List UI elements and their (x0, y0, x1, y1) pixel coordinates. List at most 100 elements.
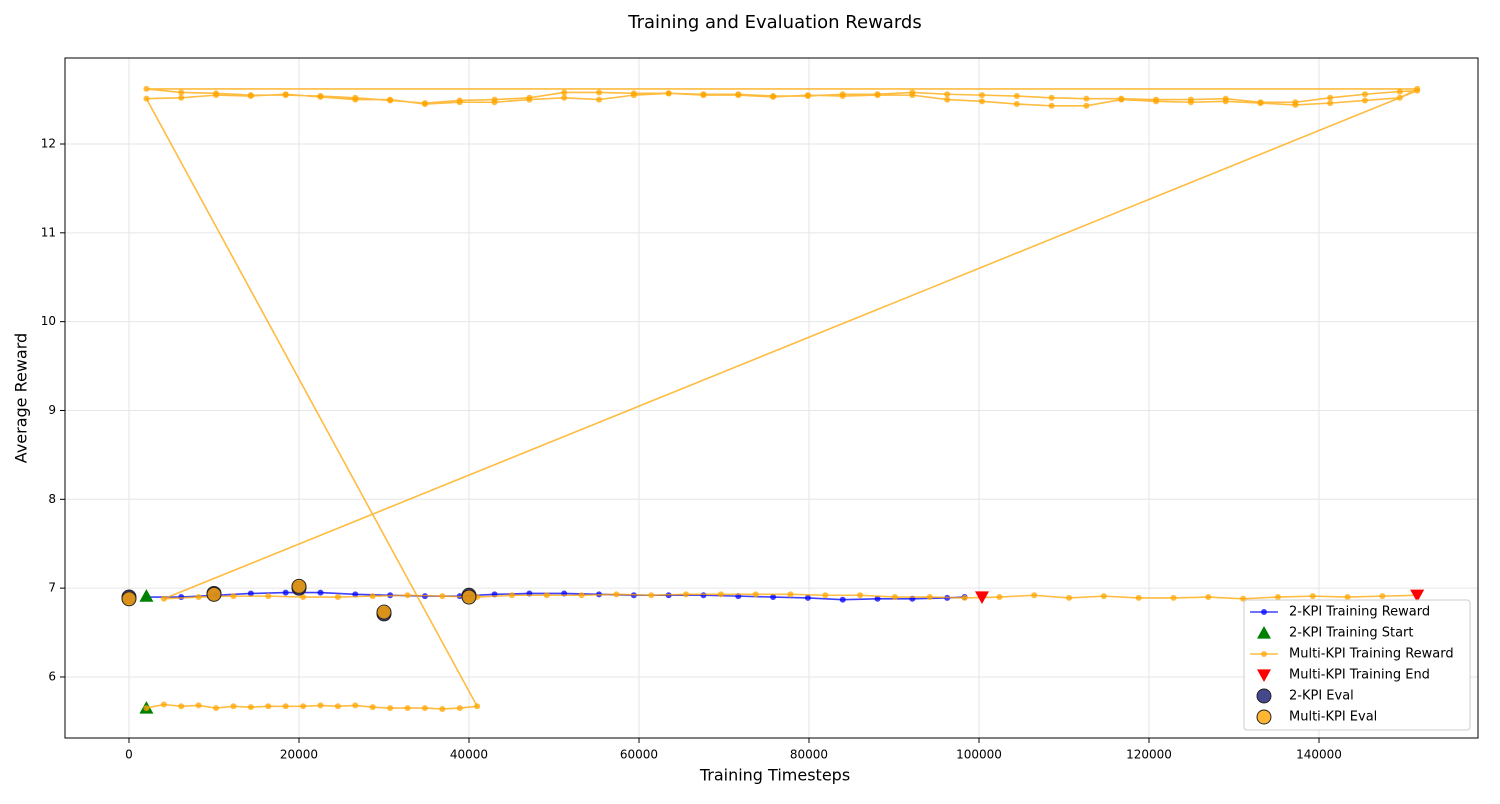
eval-marker (291, 578, 307, 594)
point (282, 92, 289, 99)
point (195, 702, 202, 709)
point (387, 705, 394, 712)
point (752, 591, 759, 598)
point (1327, 94, 1334, 101)
legend-label: Multi-KPI Training End (1289, 668, 1430, 683)
point (1013, 93, 1020, 100)
point (1274, 594, 1281, 601)
legend-marker (1257, 626, 1271, 639)
point (317, 702, 324, 709)
end-marker (974, 591, 989, 605)
x-tick-label: 100000 (956, 748, 1002, 762)
point (1170, 594, 1177, 601)
point (1066, 594, 1073, 601)
point (300, 703, 307, 710)
point (1361, 91, 1368, 98)
point (596, 96, 603, 103)
point (1048, 94, 1055, 101)
y-tick-label: 8 (48, 492, 56, 506)
point (1396, 94, 1403, 101)
point (369, 704, 376, 711)
point (421, 100, 428, 107)
point (247, 590, 254, 597)
legend-marker (1256, 688, 1272, 704)
point (1396, 88, 1403, 95)
point (352, 94, 359, 101)
point (822, 592, 829, 599)
point (944, 96, 951, 103)
legend-box (1243, 599, 1471, 731)
point (143, 85, 150, 92)
point (561, 89, 568, 96)
point (282, 589, 289, 596)
point (282, 703, 289, 710)
point (334, 703, 341, 710)
point (1292, 99, 1299, 106)
point (265, 593, 272, 600)
point (891, 594, 898, 601)
point (213, 705, 220, 712)
point (874, 91, 881, 98)
y-tick-label: 11 (41, 225, 56, 239)
point (1379, 593, 1386, 600)
point (334, 594, 341, 601)
x-tick-label: 20000 (280, 748, 318, 762)
point (596, 89, 603, 96)
point (230, 593, 237, 600)
point (421, 705, 428, 712)
start-marker (139, 589, 154, 602)
point (561, 94, 568, 101)
point (648, 592, 655, 599)
legend-marker (1257, 669, 1271, 682)
eval-marker (121, 591, 137, 607)
point (317, 589, 324, 596)
point (247, 92, 254, 99)
x-tick-label: 40000 (450, 748, 488, 762)
y-tick-label: 12 (41, 136, 56, 150)
point (439, 705, 446, 712)
point (456, 705, 463, 712)
y-tick-label: 7 (48, 581, 56, 595)
x-axis-label: Training Timesteps (699, 766, 850, 785)
point (1361, 97, 1368, 104)
point (700, 91, 707, 98)
point (1100, 593, 1107, 600)
point (1187, 96, 1194, 103)
point (474, 703, 481, 710)
point (839, 596, 846, 603)
point (1327, 100, 1334, 107)
y-tick-label: 10 (41, 314, 56, 328)
point (1257, 99, 1264, 106)
eval-marker (461, 589, 477, 605)
point (857, 592, 864, 599)
point (178, 703, 185, 710)
point (1013, 101, 1020, 108)
y-axis-label: Average Reward (12, 333, 31, 463)
point (717, 591, 724, 598)
legend-label: 2-KPI Training Reward (1289, 605, 1430, 620)
x-tick-label: 80000 (790, 748, 828, 762)
point (978, 98, 985, 105)
point (1135, 594, 1142, 601)
point (1048, 102, 1055, 109)
point (1414, 87, 1421, 94)
point (195, 594, 202, 601)
point (247, 704, 254, 711)
point (508, 592, 515, 599)
point (874, 595, 881, 602)
point (1205, 594, 1212, 601)
point (978, 92, 985, 99)
point (491, 96, 498, 103)
point (543, 592, 550, 599)
legend-dot (1261, 651, 1267, 657)
point (683, 591, 690, 598)
point (630, 90, 637, 97)
eval-marker (376, 604, 392, 620)
point (178, 89, 185, 96)
point (160, 595, 167, 602)
point (387, 97, 394, 104)
point (787, 591, 794, 598)
point (317, 93, 324, 100)
